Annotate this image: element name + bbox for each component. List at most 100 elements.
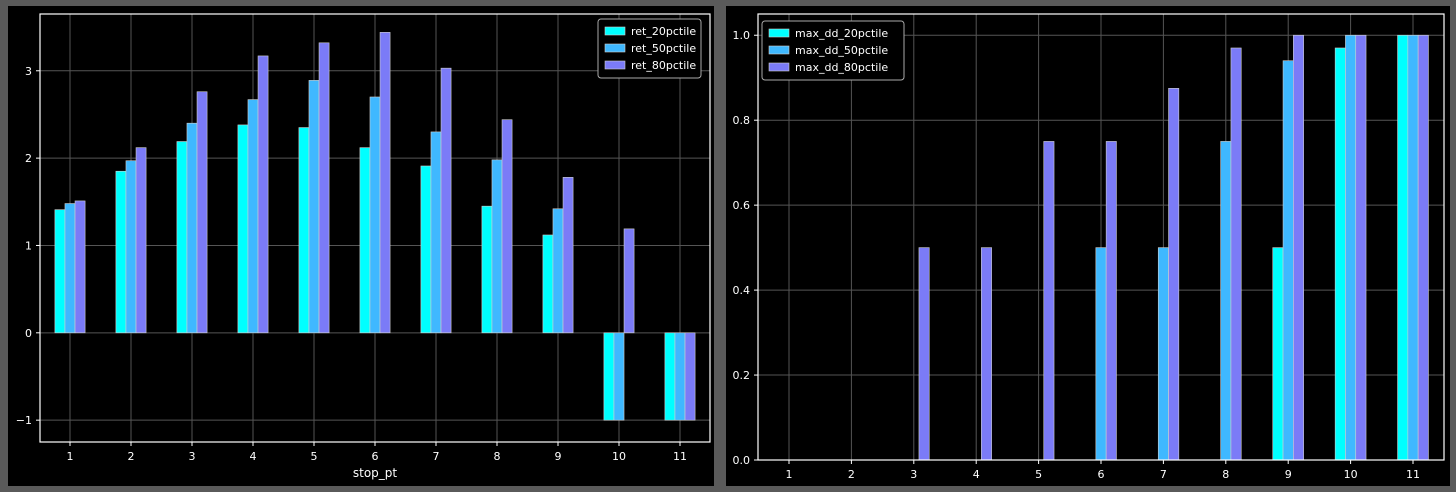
- x-tick-label: 5: [1035, 468, 1042, 481]
- legend-swatch-ret_20pctile: [604, 26, 626, 36]
- bar-ret_20pctile-2: [115, 170, 127, 334]
- bar-max_dd_80pctile-7: [1168, 88, 1180, 461]
- bar-ret_20pctile-9: [542, 234, 554, 334]
- bar-ret_80pctile-6: [379, 32, 391, 334]
- legend-label-max_dd_20pctile: max_dd_20pctile: [795, 27, 888, 40]
- x-tick-label: 10: [1344, 468, 1358, 481]
- bar-ret_50pctile-11: [674, 332, 686, 421]
- bar-ret_20pctile-10: [603, 332, 615, 421]
- bar-ret_80pctile-10: [623, 228, 635, 334]
- y-tick-label: 1.0: [733, 29, 751, 42]
- x-tick-label: 11: [673, 450, 687, 463]
- legend-swatch-max_dd_50pctile: [768, 45, 790, 55]
- max-drawdown-bar-chart: 1 2 3 4 5 6 7 8 9 10 11 0.0 0.2 0.4 0.6 0.8 1.0 max_dd_20…: [733, 13, 1445, 481]
- bar-max_dd_50pctile-9: [1282, 60, 1294, 461]
- x-tick-label: 10: [612, 450, 626, 463]
- bar-max_dd_80pctile-11: [1417, 34, 1429, 461]
- bar-ret_20pctile-6: [359, 147, 371, 334]
- bar-ret_20pctile-1: [54, 209, 66, 334]
- bar-ret_50pctile-2: [125, 160, 137, 334]
- bar-max_dd_20pctile-11: [1397, 34, 1409, 461]
- bar-ret_80pctile-5: [318, 42, 330, 334]
- x-tick-label: 9: [1285, 468, 1292, 481]
- y-tick-label: 2: [25, 152, 32, 165]
- y-tick-label: 0.2: [733, 369, 751, 382]
- x-tick-label: 2: [848, 468, 855, 481]
- legend-label-max_dd_80pctile: max_dd_80pctile: [795, 61, 888, 74]
- bar-max_dd_80pctile-3: [918, 247, 930, 461]
- y-tick-label: 1: [25, 239, 32, 252]
- bar-max_dd_50pctile-6: [1095, 247, 1107, 461]
- y-tick-label: 0.6: [733, 199, 751, 212]
- x-tick-label: 4: [250, 450, 257, 463]
- bar-max_dd_80pctile-5: [1043, 141, 1055, 461]
- bar-ret_80pctile-9: [562, 177, 574, 334]
- x-tick-label: 9: [555, 450, 562, 463]
- x-tick-label: 1: [67, 450, 74, 463]
- bar-ret_20pctile-11: [664, 332, 676, 421]
- legend-label-max_dd_50pctile: max_dd_50pctile: [795, 44, 888, 57]
- bar-max_dd_50pctile-11: [1407, 34, 1419, 461]
- x-tick-label: 3: [910, 468, 917, 481]
- bar-max_dd_50pctile-7: [1157, 247, 1169, 461]
- bar-ret_50pctile-4: [247, 99, 259, 334]
- returns-bar-chart: 1 2 3 4 5 6 7 8 9 10 11 −1 0 1 2 3 stop_pt ret_20pctilere…: [16, 13, 711, 480]
- bar-ret_80pctile-8: [501, 119, 513, 334]
- legend: max_dd_20pctile max_dd_50pctile max_dd_80p…: [761, 20, 905, 81]
- y-tick-label: 3: [25, 65, 32, 78]
- bar-max_dd_50pctile-8: [1220, 141, 1232, 461]
- bar-ret_20pctile-8: [481, 205, 493, 334]
- bar-ret_20pctile-7: [420, 165, 432, 334]
- bar-max_dd_80pctile-8: [1230, 47, 1242, 461]
- legend: ret_20pctile ret_50pctile ret_80pctile: [597, 18, 702, 79]
- bar-max_dd_80pctile-10: [1355, 34, 1367, 461]
- y-tick-label: 0.0: [733, 454, 751, 467]
- x-tick-label: 5: [311, 450, 318, 463]
- x-tick-label: 1: [786, 468, 793, 481]
- x-tick-label: 11: [1406, 468, 1420, 481]
- x-tick-label: 8: [494, 450, 501, 463]
- bar-ret_20pctile-5: [298, 127, 310, 334]
- x-tick-label: 3: [189, 450, 196, 463]
- legend-swatch-ret_50pctile: [604, 43, 626, 53]
- bar-max_dd_80pctile-6: [1105, 141, 1117, 461]
- legend-label-ret_50pctile: ret_50pctile: [631, 42, 696, 55]
- legend-swatch-max_dd_20pctile: [768, 28, 790, 38]
- bar-max_dd_20pctile-10: [1334, 47, 1346, 461]
- x-tick-label: 2: [128, 450, 135, 463]
- y-tick-label: 0: [25, 327, 32, 340]
- bar-max_dd_80pctile-4: [981, 247, 992, 461]
- x-tick-label: 7: [1160, 468, 1167, 481]
- bar-max_dd_80pctile-9: [1293, 34, 1304, 461]
- bar-ret_50pctile-1: [64, 203, 76, 334]
- bar-ret_50pctile-7: [430, 131, 442, 334]
- bar-ret_50pctile-6: [369, 96, 381, 334]
- bar-ret_50pctile-10: [613, 332, 625, 421]
- bar-max_dd_20pctile-9: [1272, 247, 1284, 461]
- left-chart-panel: 1 2 3 4 5 6 7 8 9 10 11 −1 0 1 2 3 stop_pt ret_20pctile re…: [8, 6, 714, 486]
- bar-ret_80pctile-2: [135, 147, 147, 334]
- y-tick-label: 0.8: [733, 114, 751, 127]
- bar-ret_50pctile-8: [491, 159, 503, 334]
- legend-label-ret_20pctile: ret_20pctile: [631, 25, 696, 38]
- bar-ret_80pctile-11: [684, 332, 696, 421]
- bar-ret_80pctile-1: [74, 200, 86, 334]
- x-tick-label: 6: [1098, 468, 1105, 481]
- legend-swatch-ret_80pctile: [604, 60, 626, 70]
- bar-max_dd_50pctile-10: [1345, 34, 1357, 461]
- bar-ret_20pctile-4: [237, 124, 249, 334]
- legend-box: [761, 20, 905, 81]
- bar-ret_80pctile-7: [440, 67, 452, 334]
- y-tick-label: −1: [16, 414, 32, 427]
- bar-ret_80pctile-4: [257, 55, 269, 334]
- legend-swatch-max_dd_80pctile: [768, 62, 790, 72]
- x-tick-label: 6: [372, 450, 379, 463]
- bar-ret_50pctile-9: [552, 208, 564, 334]
- bar-ret_50pctile-5: [308, 80, 320, 334]
- x-tick-label: 7: [433, 450, 440, 463]
- legend-label-ret_80pctile: ret_80pctile: [631, 59, 696, 72]
- bar-ret_50pctile-3: [186, 122, 198, 334]
- x-tick-label: 4: [973, 468, 980, 481]
- bar-ret_20pctile-3: [176, 141, 188, 334]
- x-axis-label: stop_pt: [353, 466, 398, 480]
